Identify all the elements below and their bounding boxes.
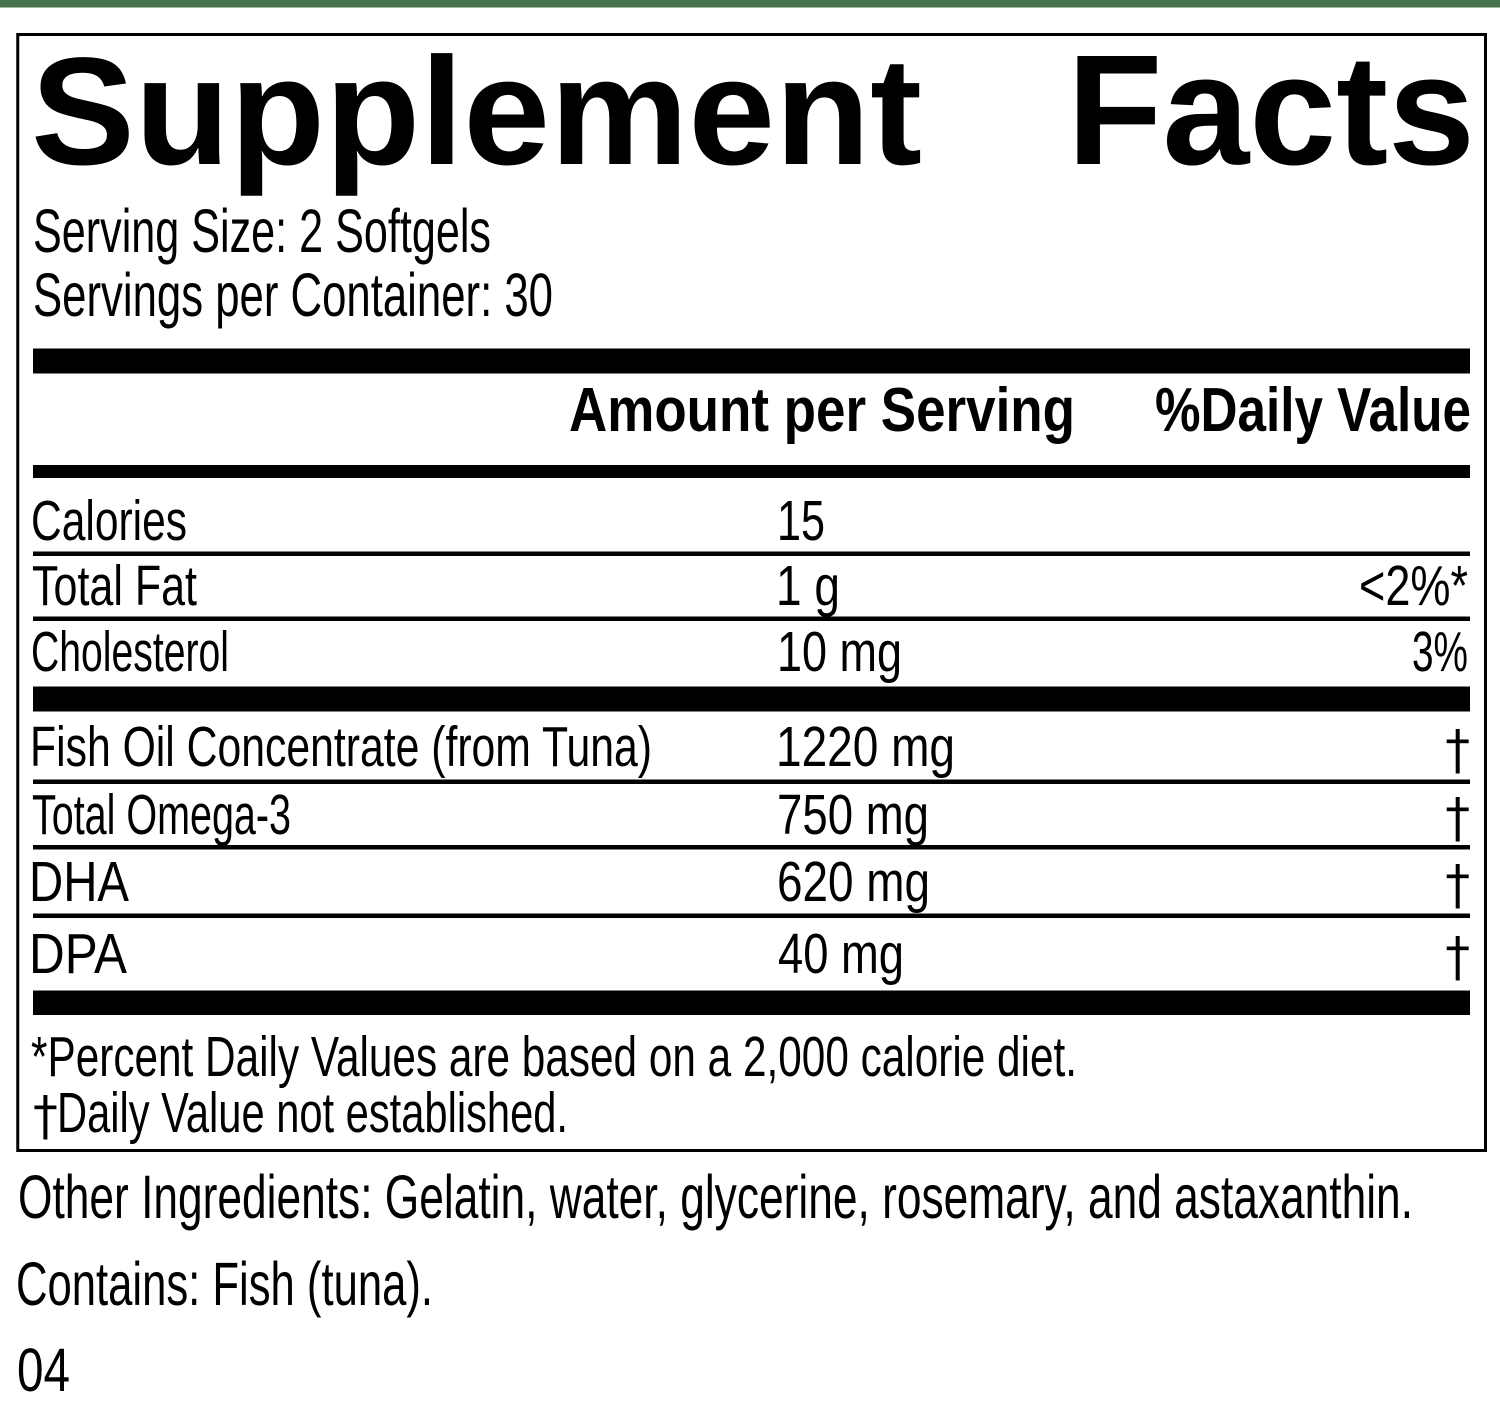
svg-text:Amount per Serving: Amount per Serving bbox=[569, 376, 1075, 445]
svg-text:04: 04 bbox=[17, 1336, 70, 1404]
svg-text:Other Ingredients: Gelatin, wa: Other Ingredients: Gelatin, water, glyce… bbox=[18, 1163, 1413, 1231]
svg-text:Facts: Facts bbox=[1067, 23, 1475, 198]
svg-text:%Daily Value: %Daily Value bbox=[1155, 376, 1471, 445]
svg-text:1220 mg: 1220 mg bbox=[776, 715, 955, 779]
svg-text:3%: 3% bbox=[1412, 620, 1468, 684]
svg-text:Calories: Calories bbox=[31, 489, 187, 553]
svg-text:620 mg: 620 mg bbox=[777, 850, 930, 914]
svg-text:<2%*: <2%* bbox=[1359, 554, 1468, 618]
svg-text:Supplement: Supplement bbox=[31, 26, 922, 197]
svg-text:Daily Value not established.: Daily Value not established. bbox=[57, 1081, 568, 1145]
svg-text:750 mg: 750 mg bbox=[777, 783, 929, 847]
svg-text:Serving Size: 2 Softgels: Serving Size: 2 Softgels bbox=[33, 197, 491, 265]
svg-text:Fish Oil Concentrate (from Tun: Fish Oil Concentrate (from Tuna) bbox=[30, 715, 652, 779]
svg-text:40 mg: 40 mg bbox=[778, 922, 904, 986]
svg-text:Contains: Fish (tuna).: Contains: Fish (tuna). bbox=[16, 1250, 433, 1318]
svg-text:15: 15 bbox=[777, 489, 825, 553]
svg-text:1 g: 1 g bbox=[776, 554, 840, 618]
svg-text:Total Fat: Total Fat bbox=[32, 554, 197, 618]
svg-text:*Percent Daily Values are base: *Percent Daily Values are based on a 2,0… bbox=[31, 1025, 1077, 1089]
svg-text:10 mg: 10 mg bbox=[777, 620, 902, 684]
svg-text:Cholesterol: Cholesterol bbox=[31, 620, 229, 684]
svg-text:Total Omega-3: Total Omega-3 bbox=[32, 783, 291, 847]
svg-text:DPA: DPA bbox=[29, 922, 127, 986]
svg-text:DHA: DHA bbox=[29, 850, 129, 914]
svg-text:Servings per Container: 30: Servings per Container: 30 bbox=[33, 261, 553, 329]
